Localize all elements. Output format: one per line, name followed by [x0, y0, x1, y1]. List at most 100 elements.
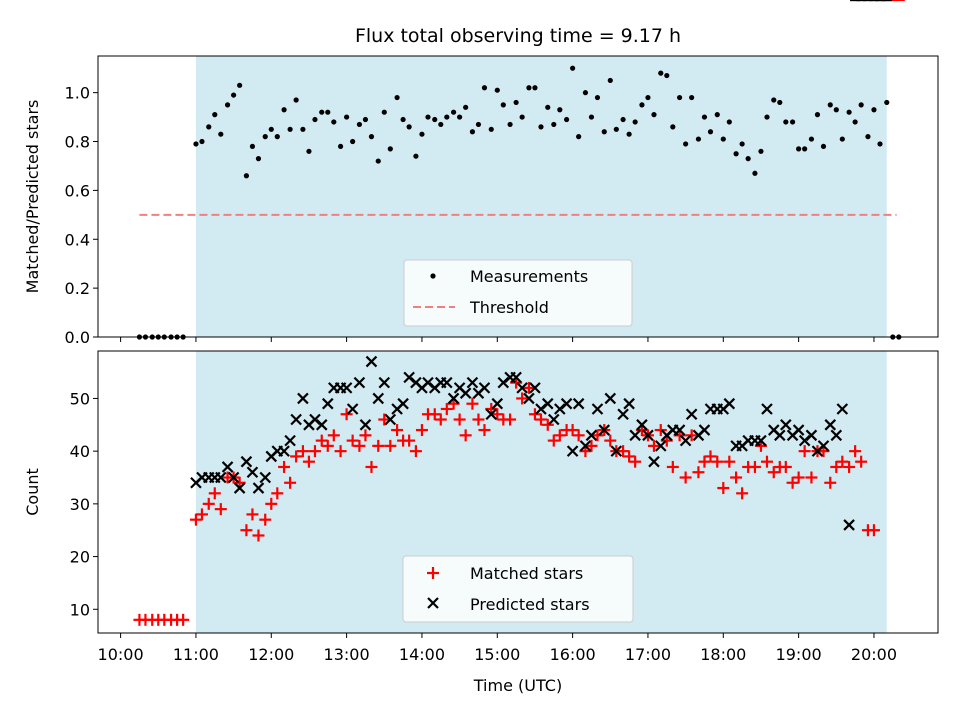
measurement-point — [488, 126, 494, 132]
measurement-point — [632, 119, 638, 125]
matched-star-point — [409, 445, 422, 458]
measurement-point — [758, 148, 764, 154]
predicted-star-point — [698, 424, 711, 436]
bottom-legend: Matched stars Predicted stars — [402, 555, 634, 623]
measurement-point — [325, 109, 331, 115]
measurement-point — [224, 102, 231, 108]
measurement-point — [337, 143, 344, 150]
matched-star-point — [391, 424, 404, 437]
matched-star-point — [378, 413, 391, 426]
measurement-point — [683, 141, 689, 147]
matched-star-point — [736, 487, 749, 500]
y-tick-label: 40 — [70, 442, 90, 461]
measurement-point — [432, 116, 438, 123]
predicted-star-point — [221, 461, 234, 473]
matched-star-point — [195, 508, 208, 521]
x-tick-label: 15:00 — [474, 645, 520, 664]
measurement-point — [664, 72, 670, 79]
measurement-point — [375, 158, 381, 164]
predicted-star-point — [227, 471, 240, 484]
matched-star-point — [654, 424, 667, 437]
x-tick-label: 11:00 — [173, 645, 219, 664]
predicted-star-point — [359, 419, 372, 431]
predicted-star-point — [598, 424, 611, 436]
y-tick-label: 20 — [70, 548, 90, 567]
bottom-x-ticks: 10:00 11:00 12:00 13:00 14:00 15:00 16:00 17:00… — [98, 633, 897, 664]
top-x-ticks — [120, 337, 875, 342]
measurement-point — [199, 138, 205, 145]
matched-star-point — [585, 439, 598, 452]
matched-star-point — [553, 429, 566, 442]
predicted-star-point — [541, 397, 554, 410]
legend-predicted-label: Predicted stars — [470, 595, 590, 614]
measurement-point — [293, 97, 299, 103]
matched-star-point — [786, 476, 799, 489]
measurement-point — [513, 99, 519, 106]
measurement-point — [368, 134, 375, 140]
bottom-axes-frame — [97, 350, 939, 634]
predicted-star-point — [240, 455, 253, 468]
measurement-point — [676, 94, 683, 101]
matched-star-point — [321, 439, 334, 452]
y-tick-label: 10 — [70, 600, 90, 619]
measurement-point — [695, 136, 702, 142]
y-tick-label: 0.6 — [65, 181, 90, 200]
matched-star-point — [278, 460, 291, 473]
measurement-point — [814, 112, 821, 118]
predicted-star-point — [365, 355, 378, 368]
matched-star-point — [730, 471, 743, 484]
measurement-point — [519, 114, 525, 120]
predicted-star-point — [372, 392, 385, 405]
matched-star-point — [459, 429, 472, 442]
measurement-point — [601, 129, 607, 135]
predicted-star-point — [617, 408, 629, 421]
matched-star-point — [240, 524, 253, 537]
predicted-star-point — [246, 466, 259, 479]
predicted-star-point — [466, 376, 479, 389]
measurement-point — [613, 126, 619, 132]
measurement-point — [419, 131, 425, 137]
bottom-y-ticks: 10 20 30 40 50 — [70, 389, 98, 619]
matched-star-point — [208, 487, 221, 500]
top-y-axis-label: Matched/Predicted stars — [23, 100, 42, 294]
y-tick-label: 1.0 — [65, 84, 90, 103]
measurement-point — [344, 114, 350, 120]
measurement-point — [212, 112, 218, 118]
predicted-star-point — [761, 403, 773, 415]
matched-star-point — [384, 439, 397, 452]
top-panel: 0.0 0.2 0.4 0.6 0.8 1.0 Matched/Predicted sta… — [23, 55, 939, 347]
y-tick-label: 0.0 — [65, 328, 90, 347]
matched-star-point — [723, 455, 736, 468]
measurement-point — [331, 119, 337, 125]
measurement-point — [268, 126, 274, 132]
measurement-point — [796, 146, 802, 152]
measurement-point — [745, 156, 751, 162]
predicted-star-point — [548, 413, 560, 426]
measurement-point — [651, 112, 657, 118]
measurement-point — [193, 141, 199, 147]
x-axis-label: Time (UTC) — [473, 676, 562, 695]
x-tick-label: 12:00 — [248, 645, 294, 664]
matched-star-point — [748, 460, 761, 473]
predicted-star-point — [478, 382, 491, 394]
measurement-point — [300, 126, 306, 132]
measurement-point — [594, 94, 601, 101]
matched-star-point — [472, 413, 485, 426]
measurement-point — [206, 124, 212, 130]
measurement-point — [526, 85, 532, 91]
predicted-star-point — [529, 382, 541, 394]
measurement-point — [639, 102, 645, 108]
predicted-star-point — [510, 371, 522, 384]
measurement-points — [136, 65, 902, 340]
y-tick-label: 50 — [70, 389, 90, 408]
measurement-point — [846, 109, 852, 115]
matched-star-point — [296, 445, 309, 458]
measurement-point — [319, 109, 325, 115]
measurement-point — [231, 92, 237, 98]
measurement-point — [475, 121, 482, 128]
top-y-ticks: 0.0 0.2 0.4 0.6 0.8 1.0 — [65, 84, 98, 347]
matched-star-point — [855, 455, 868, 468]
matched-star-point — [698, 455, 711, 468]
matched-star-point — [359, 429, 372, 442]
